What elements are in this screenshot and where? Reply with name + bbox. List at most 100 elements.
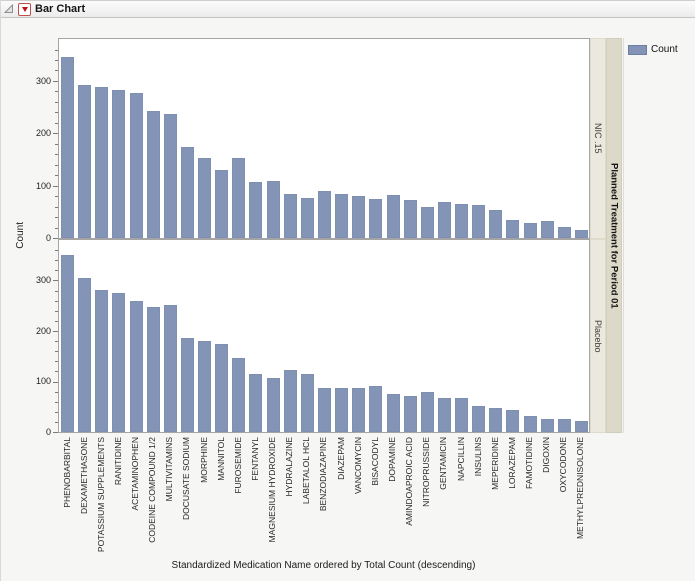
bar[interactable] — [369, 386, 383, 432]
category-label[interactable]: RANITIDINE — [109, 437, 126, 555]
bar[interactable] — [112, 90, 126, 238]
bar[interactable] — [180, 337, 194, 432]
bar[interactable] — [369, 198, 383, 238]
category-label[interactable]: MULTIVITAMINS — [161, 437, 178, 555]
bar[interactable] — [489, 209, 503, 238]
bar[interactable] — [403, 199, 417, 238]
bar[interactable] — [506, 220, 520, 238]
bar[interactable] — [472, 204, 486, 238]
category-label[interactable]: DOPAMINE — [384, 437, 401, 555]
bar[interactable] — [180, 146, 194, 238]
bar[interactable] — [540, 419, 554, 432]
bar[interactable] — [266, 378, 280, 432]
category-label[interactable]: MORPHINE — [195, 437, 212, 555]
bar[interactable] — [403, 396, 417, 432]
bar[interactable] — [95, 86, 109, 238]
bar[interactable] — [146, 111, 160, 238]
category-label[interactable]: BENZODIAZAPINE — [315, 437, 332, 555]
bar[interactable] — [146, 306, 160, 432]
bar[interactable] — [215, 170, 229, 238]
bar[interactable] — [232, 358, 246, 432]
bar[interactable] — [78, 277, 92, 432]
bar[interactable] — [249, 373, 263, 432]
category-label-text: CODEINE COMPOUND 1/2 — [147, 437, 158, 543]
category-label[interactable]: HYDRALAZINE — [281, 437, 298, 555]
red-triangle-menu-button[interactable] — [18, 2, 31, 16]
bar[interactable] — [386, 394, 400, 432]
bar[interactable] — [437, 398, 451, 432]
bar[interactable] — [335, 387, 349, 432]
bar[interactable] — [335, 194, 349, 238]
bar[interactable] — [437, 202, 451, 238]
bar[interactable] — [455, 204, 469, 238]
category-label[interactable]: DIGOXIN — [538, 437, 555, 555]
group-level-cell-placebo[interactable]: Placebo — [590, 239, 606, 433]
category-label[interactable]: FUROSEMIDE — [229, 437, 246, 555]
bar[interactable] — [472, 405, 486, 432]
bar[interactable] — [506, 409, 520, 432]
bar[interactable] — [455, 397, 469, 432]
bar[interactable] — [112, 292, 126, 432]
bar[interactable] — [352, 195, 366, 238]
bar[interactable] — [557, 227, 571, 238]
bar[interactable] — [523, 416, 537, 432]
bar[interactable] — [163, 304, 177, 432]
category-label[interactable]: MEPERIDINE — [486, 437, 503, 555]
category-label[interactable]: MANNITOL — [212, 437, 229, 555]
category-label[interactable]: CODEINE COMPOUND 1/2 — [144, 437, 161, 555]
bar[interactable] — [540, 220, 554, 238]
bar[interactable] — [300, 373, 314, 432]
bar[interactable] — [129, 300, 143, 432]
bar[interactable] — [266, 180, 280, 238]
bar[interactable] — [420, 391, 434, 432]
category-label[interactable]: NITROPRUSSIDE — [418, 437, 435, 555]
category-label[interactable]: PHENOBARBITAL — [58, 437, 75, 555]
category-label[interactable]: ACETAMINOPHEN — [127, 437, 144, 555]
category-label[interactable]: POTASSIUM SUPPLEMENTS — [92, 437, 109, 555]
category-label[interactable]: DEXAMETHASONE — [75, 437, 92, 555]
bar[interactable] — [317, 387, 331, 432]
bar[interactable] — [95, 289, 109, 432]
category-label[interactable]: AMINDOAPROIC ACID — [401, 437, 418, 555]
bar[interactable] — [352, 387, 366, 432]
category-label[interactable]: BISACODYL — [366, 437, 383, 555]
bar[interactable] — [523, 223, 537, 238]
category-label[interactable]: LORAZEPAM — [503, 437, 520, 555]
bar[interactable] — [198, 158, 212, 238]
category-label[interactable]: GENTAMICIN — [435, 437, 452, 555]
bar[interactable] — [78, 84, 92, 238]
category-label[interactable]: DIAZEPAM — [332, 437, 349, 555]
category-label[interactable]: FAMOTIDINE — [521, 437, 538, 555]
category-label[interactable]: METHYLPREDNISOLONE — [572, 437, 589, 555]
bar[interactable] — [283, 194, 297, 238]
bar[interactable] — [129, 92, 143, 238]
bar[interactable] — [163, 113, 177, 238]
bar[interactable] — [574, 421, 588, 432]
bar[interactable] — [215, 343, 229, 432]
bar[interactable] — [198, 341, 212, 432]
bar[interactable] — [300, 198, 314, 238]
category-label[interactable]: DOCUSATE SODIUM — [178, 437, 195, 555]
bar[interactable] — [249, 182, 263, 238]
bar[interactable] — [386, 194, 400, 238]
bar[interactable] — [574, 229, 588, 238]
category-label[interactable]: VANCOMYCIN — [349, 437, 366, 555]
category-label[interactable]: LABETALOL HCL — [298, 437, 315, 555]
bar[interactable] — [317, 191, 331, 238]
category-label[interactable]: MAGNESIUM HYDROXIDE — [264, 437, 281, 555]
category-label[interactable]: FENTANYL — [246, 437, 263, 555]
bar[interactable] — [283, 369, 297, 432]
disclosure-open-icon[interactable] — [4, 4, 14, 14]
category-label[interactable]: OXYCODONE — [555, 437, 572, 555]
category-label[interactable]: NAPCILLIN — [452, 437, 469, 555]
bar[interactable] — [557, 419, 571, 432]
y-minor-tick — [55, 341, 58, 343]
bar[interactable] — [489, 408, 503, 432]
group-level-cell-nic15[interactable]: NIC .15 — [590, 38, 606, 239]
bar[interactable] — [61, 57, 75, 238]
bar[interactable] — [232, 157, 246, 238]
bar[interactable] — [420, 206, 434, 238]
y-major-tick — [53, 280, 58, 282]
bar[interactable] — [61, 255, 75, 432]
category-label[interactable]: INSULINS — [469, 437, 486, 555]
